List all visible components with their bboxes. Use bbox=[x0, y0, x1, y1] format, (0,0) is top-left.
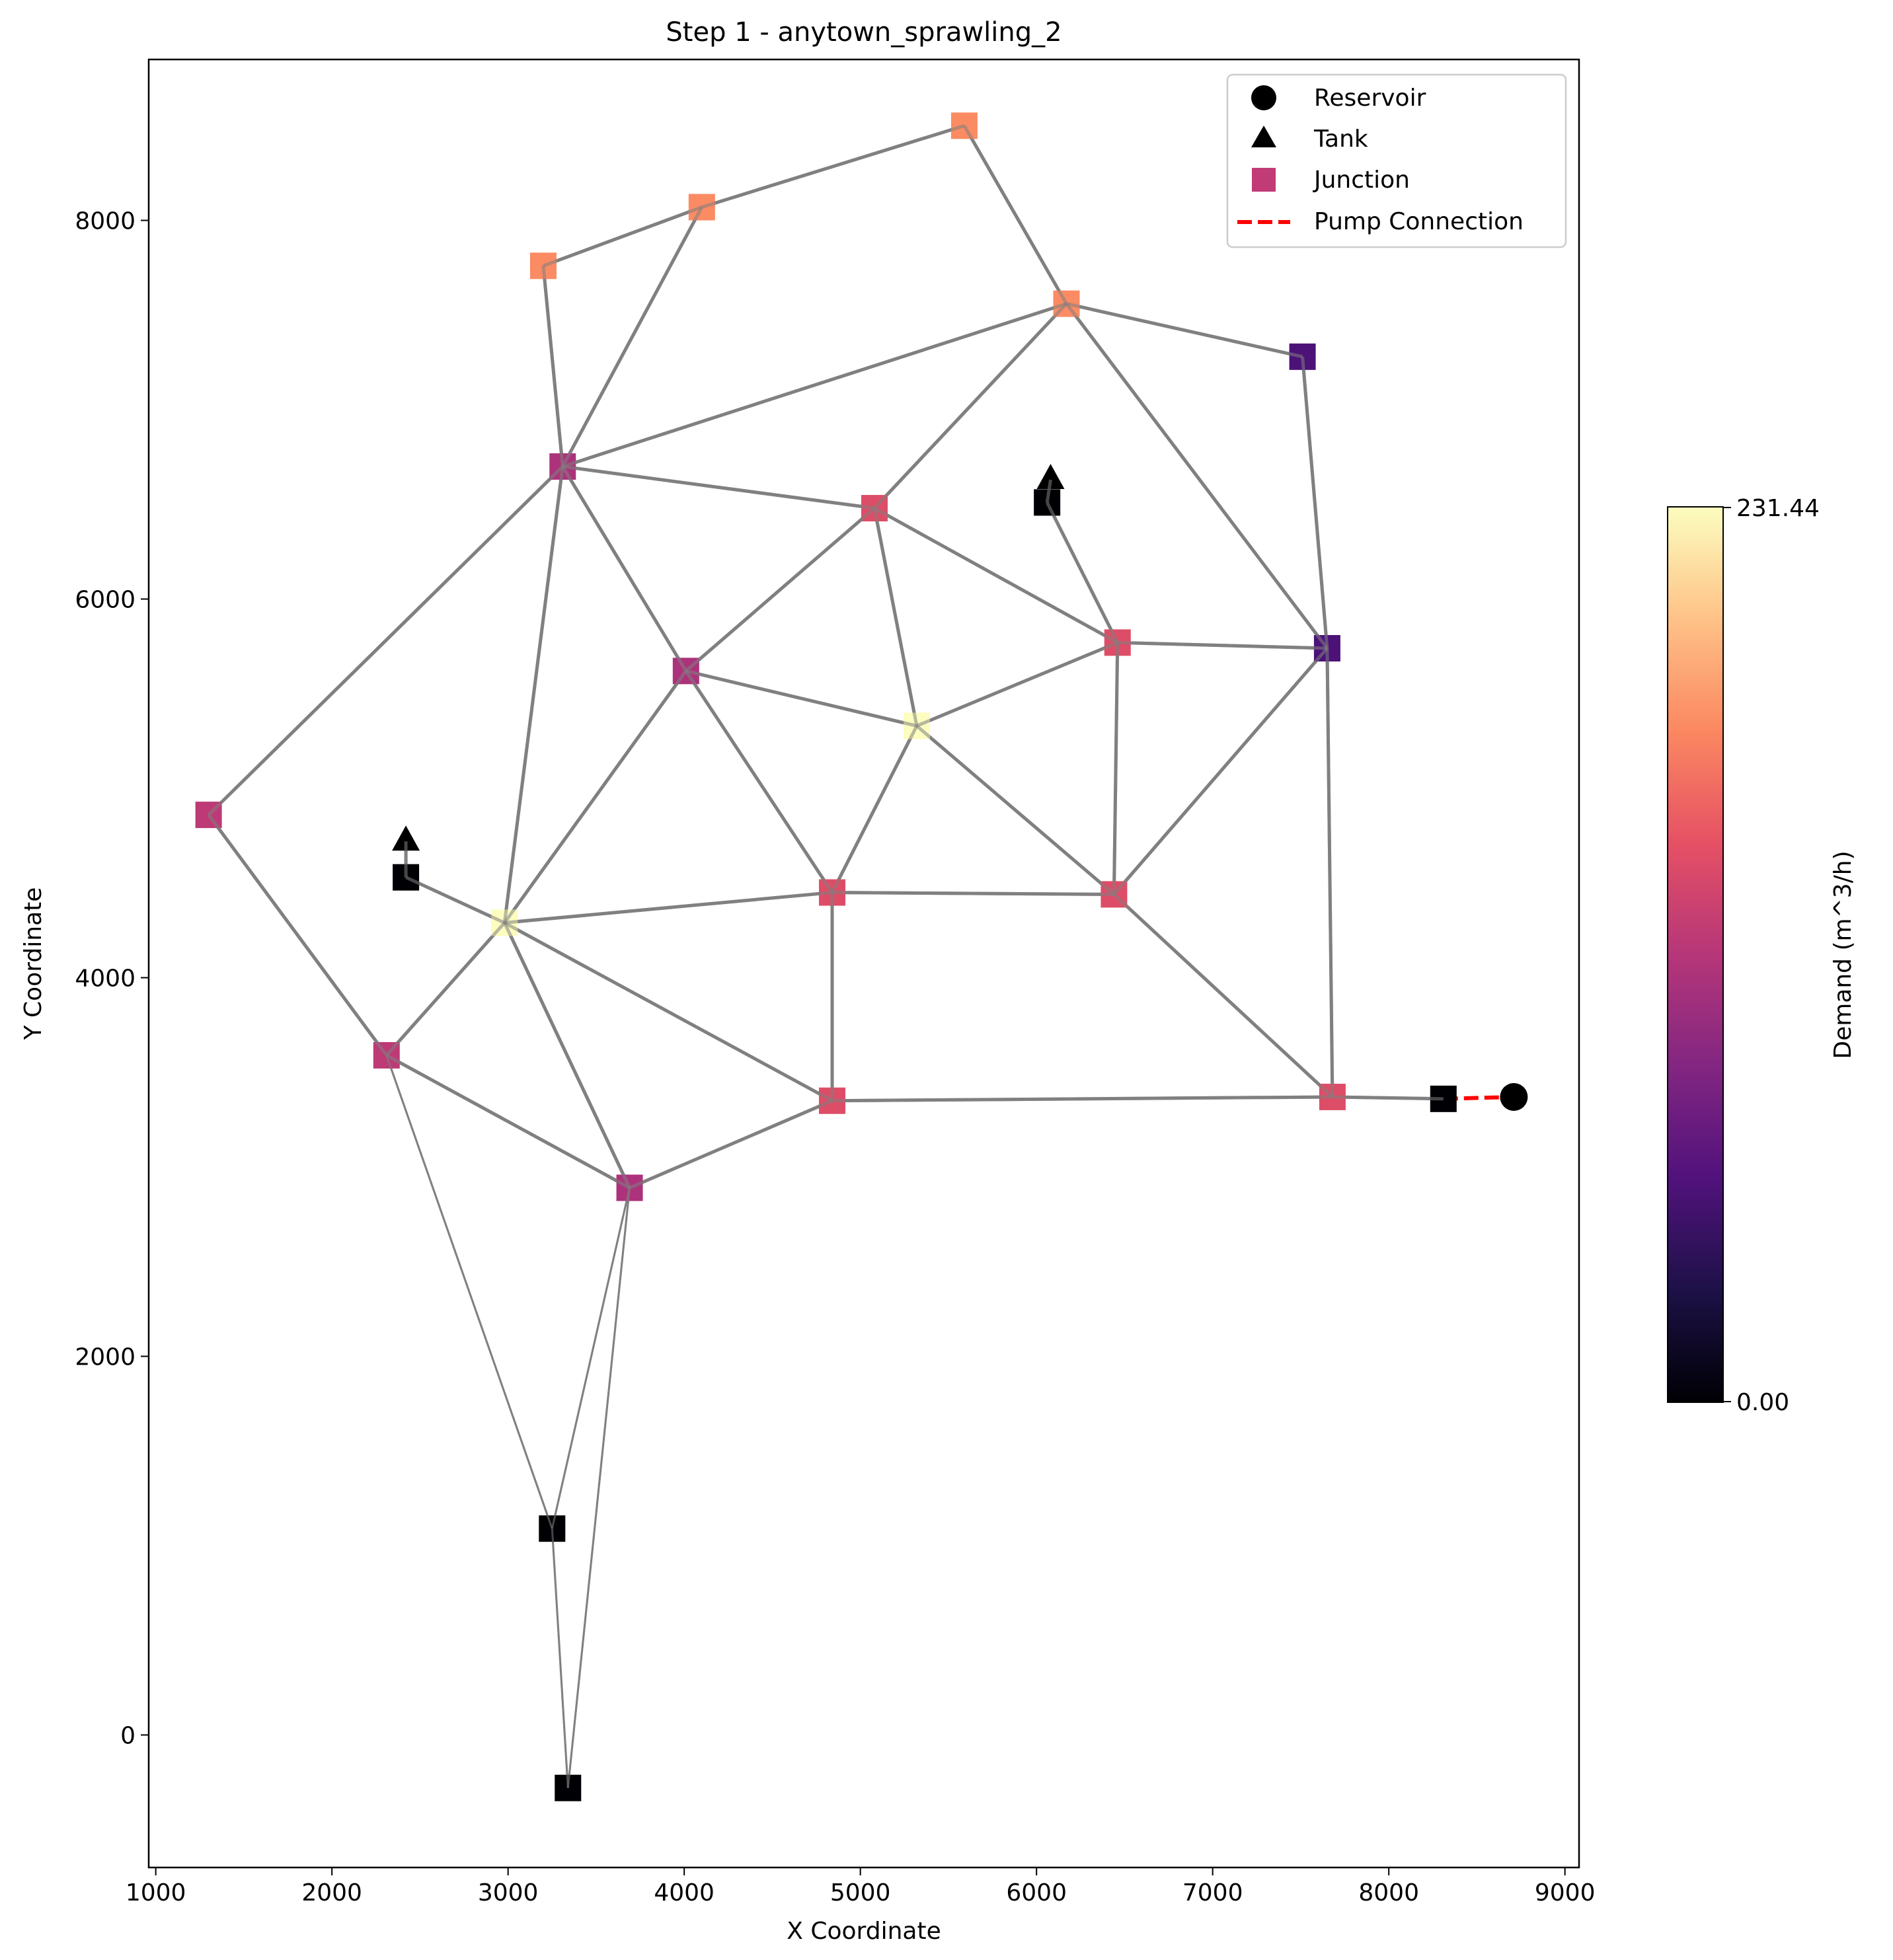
pipe-edge-overlay bbox=[915, 641, 1118, 728]
pipe-edge-overlay bbox=[1112, 893, 1334, 1098]
pipe-edge-overlay bbox=[830, 725, 919, 893]
pipe-edge-overlay bbox=[1117, 640, 1327, 650]
x-tick-label: 1000 bbox=[126, 1879, 186, 1906]
legend-reservoir-marker bbox=[1251, 85, 1276, 110]
pipe-edge-overlay bbox=[551, 1528, 569, 1788]
pipe-edge-overlay bbox=[701, 124, 965, 209]
colorbar-label: Demand (m^3/h) bbox=[1830, 850, 1857, 1059]
pipe-edge-overlay bbox=[562, 465, 875, 510]
colorbar: 231.44 0.00 Demand (m^3/h) bbox=[1667, 495, 1857, 1416]
plot-area: 1000 2000 3000 4000 5000 6000 7000 8000 9000 0 20… bbox=[75, 58, 1596, 1906]
pipe-edge-overlay bbox=[566, 1187, 631, 1788]
x-tick-label: 2000 bbox=[301, 1879, 362, 1906]
y-tick-label: 8000 bbox=[75, 208, 135, 235]
pipe-edge-overlay bbox=[1332, 1095, 1444, 1101]
chart-title: Step 1 - anytown_sprawling_2 bbox=[666, 17, 1062, 48]
pipe-edge-overlay bbox=[503, 669, 687, 924]
pipe-edge-overlay bbox=[1045, 479, 1052, 503]
pipe-edge-overlay bbox=[915, 724, 1116, 896]
pipe-edge-overlay bbox=[562, 302, 1067, 469]
y-tick-label: 0 bbox=[120, 1722, 135, 1749]
pipe-edge-overlay bbox=[561, 206, 704, 468]
pipe-edge-overlay bbox=[561, 465, 687, 672]
pipe-edge-overlay bbox=[1065, 303, 1329, 650]
x-axis-label: X Coordinate bbox=[787, 1918, 941, 1945]
legend-junction-marker bbox=[1252, 168, 1276, 192]
pipe-edge-overlay bbox=[502, 466, 564, 923]
pipe-edge-overlay bbox=[503, 922, 631, 1189]
y-axis-ticks: 0 2000 4000 6000 8000 bbox=[75, 208, 149, 1749]
legend-tank-label: Tank bbox=[1313, 126, 1368, 153]
pipe-edge-overlay bbox=[207, 813, 388, 1057]
legend-reservoir-label: Reservoir bbox=[1314, 85, 1426, 112]
pipe-edge-overlay bbox=[873, 302, 1068, 509]
plot-frame bbox=[147, 58, 1580, 1869]
x-tick-label: 3000 bbox=[478, 1879, 539, 1906]
pipe-edge-overlay bbox=[504, 921, 833, 1102]
colorbar-max-label: 231.44 bbox=[1736, 495, 1820, 522]
x-tick-label: 7000 bbox=[1182, 1879, 1243, 1906]
y-axis-label: Y Coordinate bbox=[20, 887, 47, 1041]
pipe-edge-overlay bbox=[832, 1095, 1333, 1103]
legend-junction-label: Junction bbox=[1313, 167, 1410, 194]
legend: Reservoir Tank Junction Pump Connection bbox=[1226, 73, 1567, 248]
pipe-edge-overlay bbox=[629, 1099, 833, 1189]
node-layer bbox=[195, 112, 1528, 1801]
x-axis-ticks: 1000 2000 3000 4000 5000 6000 7000 8000 9000 bbox=[126, 1867, 1596, 1906]
pipe-edge-overlay bbox=[1325, 648, 1334, 1098]
pipe-edge-overlay bbox=[207, 465, 564, 816]
pipe-edge-overlay bbox=[385, 1055, 553, 1529]
pipe-layer bbox=[207, 124, 1514, 1788]
pipe-edge-overlay bbox=[685, 669, 917, 728]
tank-marker bbox=[392, 825, 420, 851]
pipe-edge-overlay bbox=[1301, 356, 1329, 649]
pipe-edge-overlay bbox=[1112, 647, 1329, 896]
legend-box bbox=[1226, 73, 1567, 248]
pipe-edge-overlay bbox=[1112, 642, 1120, 895]
pipe-edge-overlay bbox=[385, 921, 506, 1057]
pipe-edge-overlay bbox=[551, 1187, 631, 1529]
tank-marker bbox=[1036, 464, 1065, 490]
y-tick-label: 6000 bbox=[75, 587, 135, 614]
legend-tank-marker bbox=[1251, 126, 1276, 147]
pipe-edge-overlay bbox=[541, 266, 564, 467]
pipe-edge-overlay bbox=[832, 891, 1114, 896]
pipe-edge-overlay bbox=[872, 508, 919, 726]
reservoir-marker bbox=[1500, 1082, 1528, 1111]
pipe-edge-overlay bbox=[873, 506, 1118, 644]
colorbar-gradient bbox=[1667, 506, 1724, 1403]
x-tick-label: 6000 bbox=[1006, 1879, 1067, 1906]
legend-pump-label: Pump Connection bbox=[1314, 208, 1524, 235]
y-tick-label: 2000 bbox=[75, 1343, 135, 1371]
x-tick-label: 5000 bbox=[830, 1879, 891, 1906]
colorbar-min-label: 0.00 bbox=[1736, 1389, 1789, 1416]
pipe-edge-overlay bbox=[962, 125, 1068, 305]
pipe-edge-overlay bbox=[385, 1053, 631, 1189]
pipe-edge-overlay bbox=[504, 891, 833, 924]
pipe-edge-overlay bbox=[1045, 502, 1119, 644]
pipe-edge-overlay bbox=[405, 876, 506, 924]
x-tick-label: 9000 bbox=[1535, 1879, 1596, 1906]
y-tick-label: 4000 bbox=[75, 965, 135, 992]
pipe-edge-overlay bbox=[685, 507, 876, 673]
x-tick-label: 4000 bbox=[654, 1879, 715, 1906]
pipe-edge-overlay bbox=[1065, 302, 1303, 359]
pipe-edge-overlay bbox=[684, 669, 834, 893]
pipe-edge-overlay bbox=[543, 206, 703, 268]
x-tick-label: 8000 bbox=[1358, 1879, 1419, 1906]
